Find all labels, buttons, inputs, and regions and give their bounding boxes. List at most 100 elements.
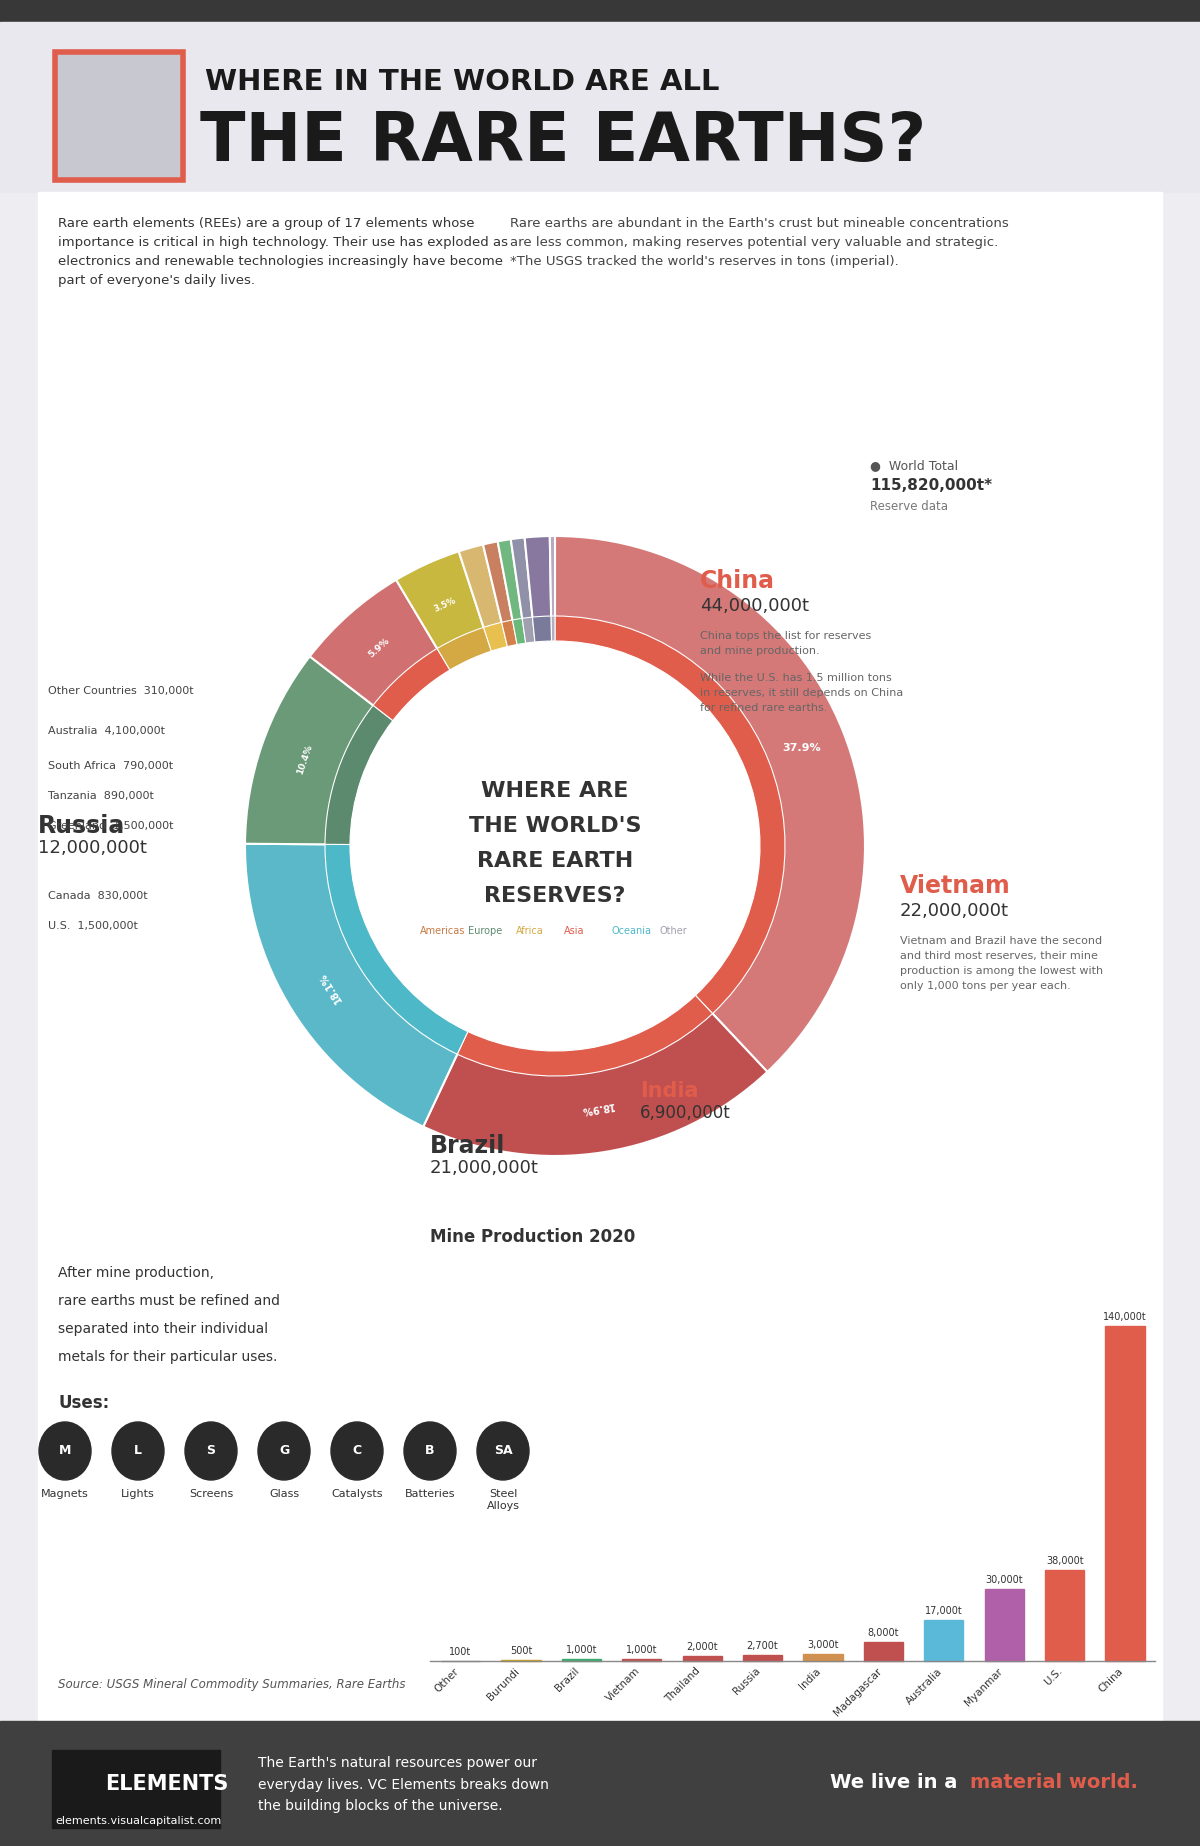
Ellipse shape (331, 1421, 383, 1480)
Bar (55, 52, 182, 181)
Bar (562, 1658, 601, 1661)
Text: Australia: Australia (904, 1665, 944, 1706)
Text: China: China (1097, 1665, 1126, 1695)
Text: China tops the list for reserves: China tops the list for reserves (700, 631, 871, 641)
Text: Source: USGS Mineral Commodity Summaries, Rare Earths: Source: USGS Mineral Commodity Summaries… (58, 1678, 406, 1691)
Text: 2,000t: 2,000t (686, 1643, 718, 1652)
Text: and third most reserves, their mine: and third most reserves, their mine (900, 951, 1098, 962)
Text: China: China (700, 569, 775, 593)
Wedge shape (245, 844, 462, 1126)
Bar (864, 1641, 904, 1661)
Text: SA: SA (493, 1445, 512, 1458)
Bar (0, 1720, 1200, 1846)
Text: Russia: Russia (732, 1665, 762, 1696)
Text: B: B (425, 1445, 434, 1458)
Text: material world.: material world. (970, 1774, 1138, 1792)
Wedge shape (396, 552, 487, 657)
Text: ●  World Total: ● World Total (870, 460, 958, 473)
Bar (924, 1621, 964, 1661)
Text: Vietnam: Vietnam (900, 873, 1010, 897)
Text: 1,000t: 1,000t (565, 1645, 598, 1654)
Text: metals for their particular uses.: metals for their particular uses. (58, 1349, 277, 1364)
Wedge shape (310, 580, 443, 711)
Text: 5.9%: 5.9% (367, 637, 391, 659)
Ellipse shape (112, 1421, 164, 1480)
Ellipse shape (185, 1421, 238, 1480)
Text: Brazil: Brazil (553, 1665, 581, 1695)
Text: C: C (353, 1445, 361, 1458)
Wedge shape (502, 620, 517, 646)
Text: 10.4%: 10.4% (295, 744, 314, 775)
Text: separated into their individual: separated into their individual (58, 1322, 268, 1337)
Text: WHERE IN THE WORLD ARE ALL: WHERE IN THE WORLD ARE ALL (205, 68, 720, 96)
Bar (0, 22, 1200, 192)
Bar (0, 0, 1200, 22)
Wedge shape (245, 657, 380, 844)
Ellipse shape (38, 1421, 91, 1480)
Text: Rare earth elements (REEs) are a group of 17 elements whose
importance is critic: Rare earth elements (REEs) are a group o… (58, 218, 508, 286)
Text: 21,000,000t: 21,000,000t (430, 1159, 539, 1178)
Bar (52, 1750, 220, 1828)
Text: 38,000t: 38,000t (1046, 1556, 1084, 1565)
Text: Other: Other (432, 1665, 461, 1695)
Text: RARE EARTH: RARE EARTH (476, 851, 634, 871)
Bar (1105, 1325, 1145, 1661)
Text: THE RARE EARTHS?: THE RARE EARTHS? (200, 109, 926, 175)
Text: 18.9%: 18.9% (580, 1100, 614, 1115)
Text: 22,000,000t: 22,000,000t (900, 903, 1009, 919)
Text: Oceania: Oceania (612, 927, 652, 936)
Text: India: India (798, 1665, 823, 1691)
Text: Catalysts: Catalysts (331, 1490, 383, 1499)
Wedge shape (325, 705, 392, 844)
Text: Canada  830,000t: Canada 830,000t (48, 892, 148, 901)
Text: The Earth's natural resources power our
everyday lives. VC Elements breaks down
: The Earth's natural resources power our … (258, 1756, 548, 1813)
Text: 17,000t: 17,000t (925, 1606, 962, 1617)
Text: 8,000t: 8,000t (868, 1628, 899, 1637)
Text: Thailand: Thailand (664, 1665, 702, 1706)
Wedge shape (458, 545, 504, 637)
Text: Russia: Russia (38, 814, 125, 838)
Ellipse shape (478, 1421, 529, 1480)
Wedge shape (554, 535, 865, 1073)
Text: Australia  4,100,000t: Australia 4,100,000t (48, 725, 166, 737)
Bar (1045, 1571, 1085, 1661)
Text: 140,000t: 140,000t (1103, 1313, 1147, 1322)
Text: 500t: 500t (510, 1647, 532, 1656)
Text: Vietnam: Vietnam (604, 1665, 642, 1704)
Ellipse shape (404, 1421, 456, 1480)
Text: Asia: Asia (564, 927, 584, 936)
Text: 18.1%: 18.1% (318, 971, 344, 1004)
Text: Lights: Lights (121, 1490, 155, 1499)
Text: ELEMENTS: ELEMENTS (106, 1774, 228, 1794)
Wedge shape (551, 617, 554, 641)
Text: While the U.S. has 1.5 million tons: While the U.S. has 1.5 million tons (700, 674, 892, 683)
Text: Tanzania  890,000t: Tanzania 890,000t (48, 790, 154, 801)
Bar (622, 1658, 661, 1661)
Text: India: India (640, 1082, 698, 1100)
Wedge shape (533, 617, 552, 642)
Circle shape (360, 652, 750, 1041)
Wedge shape (512, 618, 526, 644)
Wedge shape (554, 617, 785, 1013)
Text: Greenland  1,500,000t: Greenland 1,500,000t (48, 821, 174, 831)
Text: THE WORLD'S: THE WORLD'S (469, 816, 641, 836)
Wedge shape (524, 535, 551, 628)
Text: 3,000t: 3,000t (808, 1639, 839, 1650)
Wedge shape (457, 995, 713, 1076)
Text: 2,700t: 2,700t (746, 1641, 779, 1650)
Text: We live in a: We live in a (830, 1774, 964, 1792)
Text: Vietnam and Brazil have the second: Vietnam and Brazil have the second (900, 936, 1102, 945)
Text: 3.5%: 3.5% (433, 596, 457, 613)
Text: L: L (134, 1445, 142, 1458)
Text: in reserves, it still depends on China: in reserves, it still depends on China (700, 689, 904, 698)
Wedge shape (511, 537, 534, 628)
Text: Glass: Glass (269, 1490, 299, 1499)
Wedge shape (325, 844, 468, 1054)
Text: 37.9%: 37.9% (782, 744, 821, 753)
Text: 44,000,000t: 44,000,000t (700, 596, 809, 615)
Wedge shape (498, 539, 523, 629)
Text: Brazil: Brazil (430, 1133, 505, 1157)
Text: Europe: Europe (468, 927, 503, 936)
Text: Myanmar: Myanmar (962, 1665, 1004, 1708)
Wedge shape (373, 648, 450, 720)
